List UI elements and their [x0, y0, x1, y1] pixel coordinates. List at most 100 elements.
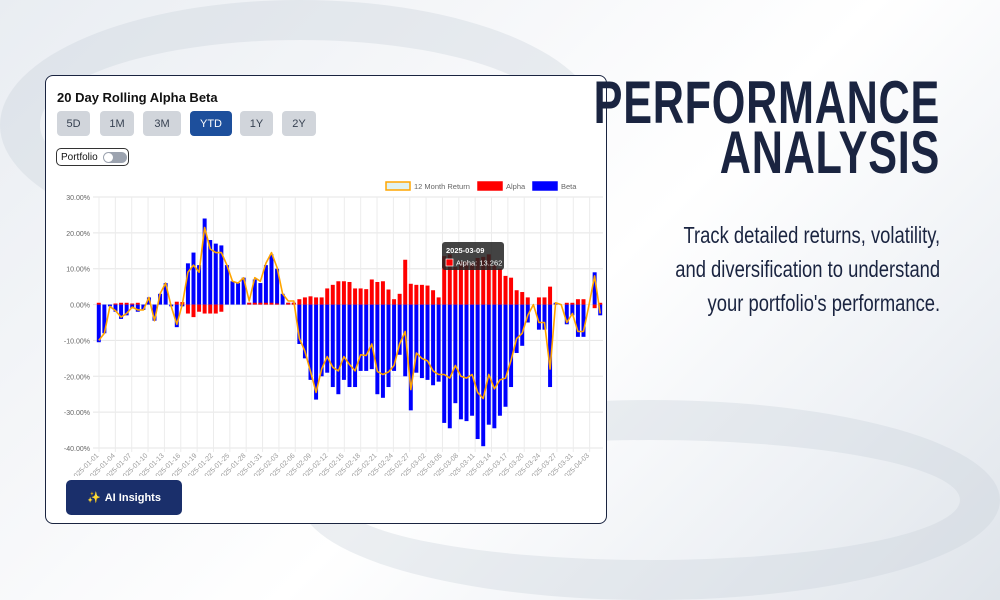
alpha-bar: [453, 266, 458, 305]
beta-bar: [548, 304, 553, 388]
alpha-bar: [497, 268, 502, 305]
alpha-bar: [503, 275, 508, 305]
beta-bar: [408, 304, 413, 411]
alpha-bar: [575, 299, 580, 305]
ai-insights-button[interactable]: ✨ AI Insights: [66, 480, 182, 515]
hero-title: PERFORMANCE ANALYSIS: [593, 69, 940, 186]
range-button-2y[interactable]: 2Y: [282, 111, 316, 136]
alpha-bar: [185, 304, 190, 314]
subtitle-line: and diversification to understand: [675, 256, 940, 282]
tooltip: [442, 242, 504, 270]
alpha-bar: [592, 304, 597, 309]
alpha-bar: [275, 303, 280, 305]
alpha-bar: [464, 261, 469, 305]
alpha-bar: [325, 288, 330, 305]
alpha-bar: [297, 299, 302, 305]
beta-bar: [330, 304, 335, 388]
beta-bar: [96, 304, 101, 343]
alpha-bar: [197, 304, 202, 312]
alpha-bar: [431, 290, 436, 305]
beta-bar: [470, 304, 475, 416]
beta-bar: [514, 304, 519, 353]
beta-bar: [481, 304, 486, 447]
beta-bar: [447, 304, 452, 429]
beta-bar: [364, 304, 369, 371]
range-button-1m[interactable]: 1M: [100, 111, 134, 136]
alpha-bar: [520, 292, 525, 305]
beta-bar: [475, 304, 480, 440]
beta-bar: [414, 304, 419, 373]
beta-bar: [275, 268, 280, 305]
beta-bar: [263, 265, 268, 305]
alpha-bar: [263, 302, 268, 305]
range-button-1y[interactable]: 1Y: [240, 111, 273, 136]
beta-bar: [369, 304, 374, 370]
beta-bar: [436, 304, 441, 382]
alpha-bar: [564, 302, 569, 305]
beta-bar: [185, 263, 190, 305]
alpha-bar: [213, 304, 218, 314]
beta-bar: [191, 252, 196, 305]
beta-bar: [492, 304, 497, 429]
alpha-bar: [548, 286, 553, 305]
y-tick-label: 30.00%: [66, 195, 90, 202]
tooltip-value: Alpha: 13.262: [456, 259, 502, 268]
beta-bar: [431, 304, 436, 386]
alpha-bar: [219, 304, 224, 312]
alpha-bar: [481, 256, 486, 305]
alpha-bar: [375, 281, 380, 305]
alpha-beta-card: 20 Day Rolling Alpha Beta 5D 1M 3M YTD 1Y 2Y …: [45, 75, 607, 524]
beta-bar: [197, 265, 202, 305]
hero-title-line1: PERFORMANCE: [593, 69, 940, 136]
subtitle-line: your portfolio's performance.: [707, 290, 940, 316]
alpha-bar: [386, 289, 391, 305]
ai-insights-label: AI Insights: [104, 491, 161, 504]
beta-bar: [380, 304, 385, 398]
alpha-bar: [174, 301, 179, 305]
alpha-beta-chart: 30.00% 20.00% 10.00% 0.00% -10.00% -20.00% -30…: [64, 181, 603, 476]
legend-label: Alpha: [506, 182, 526, 191]
beta-bar: [135, 304, 140, 312]
alpha-bar: [96, 302, 101, 305]
beta-bar: [230, 281, 235, 305]
beta-bar: [353, 304, 358, 388]
beta-bar: [297, 304, 302, 345]
alpha-bar: [269, 302, 274, 305]
alpha-bar: [308, 296, 313, 305]
beta-bar: [325, 304, 330, 373]
hero-title-line2: ANALYSIS: [719, 119, 940, 186]
beta-bar: [403, 304, 408, 377]
beta-bar: [581, 304, 586, 337]
alpha-bar: [581, 299, 586, 305]
beta-bar: [542, 304, 547, 330]
alpha-bar: [514, 290, 519, 305]
alpha-bar: [353, 288, 358, 305]
beta-bar: [592, 272, 597, 305]
beta-bar: [202, 218, 207, 305]
beta-bar: [453, 304, 458, 404]
beta-bar: [525, 304, 530, 323]
alpha-bar: [425, 285, 430, 305]
alpha-bar: [341, 281, 346, 305]
legend-label: 12 Month Return: [414, 182, 470, 191]
portfolio-toggle[interactable]: Portfolio: [56, 148, 129, 166]
beta-bar: [308, 304, 313, 380]
beta-bar: [258, 283, 263, 305]
y-tick-label: -20.00%: [64, 374, 90, 381]
range-button-5d[interactable]: 5D: [57, 111, 90, 136]
beta-bar: [213, 243, 218, 305]
alpha-bar: [408, 283, 413, 305]
alpha-bar: [486, 254, 491, 305]
y-tick-label: -30.00%: [64, 410, 90, 417]
alpha-bar: [347, 281, 352, 305]
alpha-bar: [258, 302, 263, 305]
alpha-bar: [419, 284, 424, 305]
range-button-ytd[interactable]: YTD: [190, 111, 232, 136]
toggle-switch[interactable]: [102, 151, 127, 163]
range-button-3m[interactable]: 3M: [143, 111, 181, 136]
alpha-bar: [525, 297, 530, 305]
alpha-bar: [124, 302, 129, 305]
beta-bar: [158, 293, 163, 305]
beta-bar: [520, 304, 525, 346]
y-tick-label: 20.00%: [66, 231, 90, 238]
